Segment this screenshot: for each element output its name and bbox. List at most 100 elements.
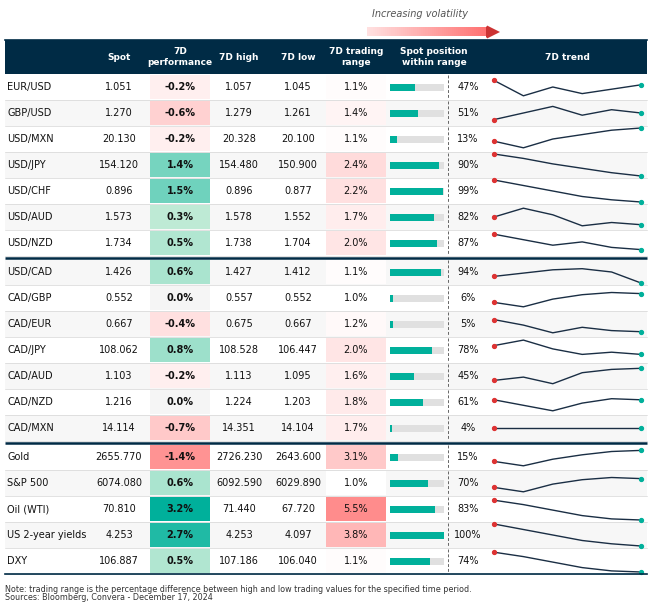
Bar	[326, 231, 386, 255]
Bar	[390, 84, 415, 90]
Bar	[5, 259, 647, 285]
Text: 0.667: 0.667	[284, 319, 312, 329]
Bar	[390, 161, 444, 169]
Text: 0.896: 0.896	[225, 186, 253, 196]
Text: 106.447: 106.447	[278, 345, 318, 355]
Bar	[150, 416, 210, 440]
Text: 2.2%: 2.2%	[344, 186, 368, 196]
Bar	[367, 27, 369, 36]
Text: 1.4%: 1.4%	[344, 108, 368, 118]
Text: 3.2%: 3.2%	[166, 504, 194, 514]
Bar	[399, 27, 402, 36]
Text: CAD/GBP: CAD/GBP	[7, 293, 52, 303]
Bar	[472, 27, 474, 36]
Text: 0.5%: 0.5%	[166, 556, 194, 566]
Text: 2643.600: 2643.600	[275, 452, 321, 462]
Text: 2.0%: 2.0%	[344, 238, 368, 248]
Bar	[446, 27, 448, 36]
Text: CAD/EUR: CAD/EUR	[7, 319, 52, 329]
Bar	[5, 415, 647, 441]
Text: USD/JPY: USD/JPY	[7, 160, 46, 170]
Bar	[478, 27, 481, 36]
Bar	[390, 268, 441, 276]
Text: -0.2%: -0.2%	[164, 134, 196, 144]
Bar	[443, 27, 446, 36]
Bar	[439, 27, 442, 36]
Bar	[466, 27, 468, 36]
Bar	[5, 470, 647, 496]
Text: 0.6%: 0.6%	[166, 267, 194, 277]
Bar	[326, 416, 386, 440]
Text: 0.0%: 0.0%	[166, 397, 194, 407]
Bar	[393, 27, 396, 36]
Bar	[5, 126, 647, 152]
Bar	[326, 471, 386, 495]
Text: S&P 500: S&P 500	[7, 478, 48, 488]
Text: 99%: 99%	[457, 186, 479, 196]
Text: 0.552: 0.552	[105, 293, 133, 303]
Text: 20.328: 20.328	[222, 134, 256, 144]
Text: Spot position
within range: Spot position within range	[400, 47, 468, 67]
Bar	[390, 347, 444, 353]
Bar	[150, 364, 210, 388]
Text: 7D trend: 7D trend	[544, 52, 589, 61]
Text: 1.552: 1.552	[284, 212, 312, 222]
Bar	[464, 27, 466, 36]
Bar	[390, 532, 444, 539]
Text: 7D low: 7D low	[281, 52, 316, 61]
Text: EUR/USD: EUR/USD	[7, 82, 52, 92]
Text: 0.552: 0.552	[284, 293, 312, 303]
Bar	[390, 240, 437, 246]
Text: 20.100: 20.100	[281, 134, 315, 144]
Text: 1.427: 1.427	[225, 267, 253, 277]
Bar	[480, 27, 482, 36]
Text: 4.253: 4.253	[225, 530, 253, 540]
Bar	[423, 27, 426, 36]
Text: -0.4%: -0.4%	[164, 319, 196, 329]
Text: 2.0%: 2.0%	[344, 345, 368, 355]
Text: 6029.890: 6029.890	[275, 478, 321, 488]
Bar	[462, 27, 464, 36]
Bar	[415, 27, 418, 36]
Bar	[390, 557, 444, 565]
Text: 1.261: 1.261	[284, 108, 312, 118]
Bar	[428, 27, 430, 36]
Text: 70.810: 70.810	[102, 504, 136, 514]
Bar	[150, 260, 210, 284]
Text: CAD/MXN: CAD/MXN	[7, 423, 53, 433]
Bar	[390, 294, 393, 302]
Bar	[437, 27, 440, 36]
Bar	[409, 27, 411, 36]
Bar	[5, 230, 647, 256]
Bar	[390, 453, 444, 461]
Bar	[5, 204, 647, 230]
Text: USD/CAD: USD/CAD	[7, 267, 52, 277]
Bar	[391, 27, 394, 36]
Text: 0.557: 0.557	[225, 293, 253, 303]
Bar	[482, 27, 484, 36]
Text: -0.2%: -0.2%	[164, 371, 196, 381]
Text: -0.7%: -0.7%	[164, 423, 196, 433]
Bar	[383, 27, 385, 36]
Bar	[390, 424, 392, 432]
Bar	[5, 496, 647, 522]
Text: 107.186: 107.186	[219, 556, 259, 566]
Text: 70%: 70%	[457, 478, 479, 488]
Bar	[150, 231, 210, 255]
Bar	[390, 268, 444, 276]
Bar	[150, 127, 210, 151]
Text: 1.4%: 1.4%	[166, 160, 194, 170]
Text: Oil (WTI): Oil (WTI)	[7, 504, 50, 514]
Bar	[476, 27, 478, 36]
Text: 94%: 94%	[457, 267, 479, 277]
Bar	[470, 27, 472, 36]
Text: 106.040: 106.040	[278, 556, 318, 566]
Bar	[150, 205, 210, 229]
Text: 1.216: 1.216	[105, 397, 133, 407]
Text: Spot: Spot	[108, 52, 130, 61]
Bar	[326, 338, 386, 362]
Bar	[404, 27, 406, 36]
Text: 1.203: 1.203	[284, 397, 312, 407]
Text: 150.900: 150.900	[278, 160, 318, 170]
Bar	[150, 153, 210, 177]
